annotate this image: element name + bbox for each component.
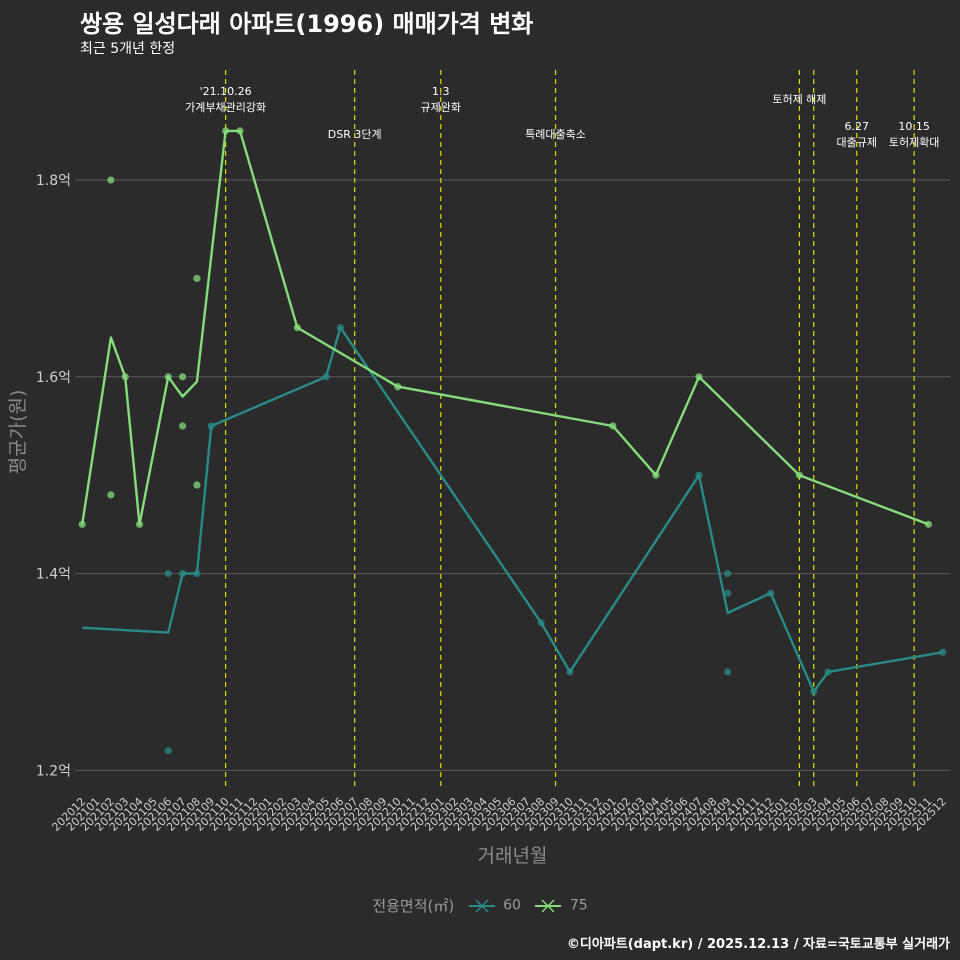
x-axis-title: 거래년월 [478,845,548,867]
data-point-60 [724,589,732,597]
data-point-60 [164,569,172,578]
data-point-60 [724,668,732,676]
policy-event-label: 특례대출축소 [525,128,586,141]
policy-event-date: 6.27 [845,120,870,133]
chart-subtitle: 최근 5개년 한정 [80,41,176,57]
policy-event-date: 10.15 [898,120,930,133]
y-tick-label: 1.8억 [36,173,71,189]
data-point-75 [193,274,201,283]
series-line-60 [82,326,944,693]
policy-event-label: DSR 3단계 [328,128,382,141]
policy-event-label: 대출규제 [837,136,877,149]
legend-key-60 [468,898,495,913]
y-axis-title: 평균가(원) [7,390,29,475]
policy-event-label: 규제완화 [421,101,461,114]
data-point-75 [107,491,115,499]
data-point-60 [939,648,947,656]
y-tick-label: 1.4억 [36,567,71,583]
source-caption: ©디아파트(dapt.kr) / 2025.12.13 / 자료=국토교통부 실… [566,937,950,952]
policy-event-label: 토허제 해제 [772,92,826,106]
chart-title: 쌍용 일성다래 아파트(1996) 매매가격 변화 [80,10,534,38]
legend-label-75: 75 [569,897,588,914]
policy-event-label: 가계부채관리강화 [185,101,266,114]
data-point-75 [107,176,115,184]
data-point-75 [178,422,187,430]
policy-event-date: 1.3 [432,85,450,98]
y-tick-label: 1.6억 [36,370,71,386]
data-point-75 [178,373,187,381]
data-point-60 [724,569,732,578]
y-tick-label: 1.2억 [36,763,71,779]
series-line-75 [81,129,929,526]
legend-title: 전용면적(㎡) [372,897,455,915]
legend-label-60: 60 [503,897,521,914]
policy-event-label: 토허제확대 [889,136,940,149]
data-point-60 [164,747,172,755]
legend-key-75 [535,898,562,913]
legend: 전용면적(㎡) 60 75 [0,895,960,916]
data-point-75 [193,481,201,489]
policy-event-date: '21.10.26 [200,85,252,98]
